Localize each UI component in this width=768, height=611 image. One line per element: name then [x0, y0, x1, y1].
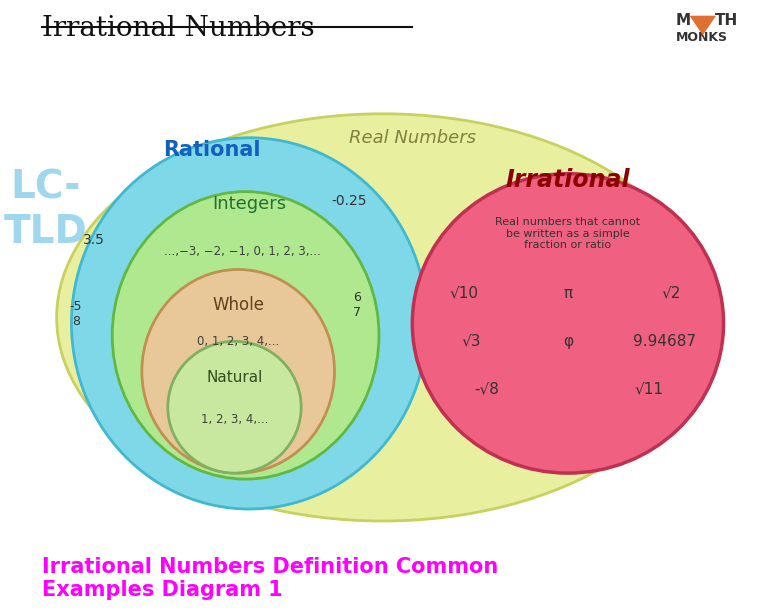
Text: φ: φ [563, 334, 573, 349]
Text: M: M [676, 13, 691, 28]
Text: Irrational Numbers Definition Common
Examples Diagram 1: Irrational Numbers Definition Common Exa… [43, 559, 499, 602]
Text: Irrational Numbers: Irrational Numbers [41, 15, 314, 42]
Text: Rational: Rational [164, 140, 261, 159]
Text: Irrational Numbers Definition Common
Examples Diagram 1: Irrational Numbers Definition Common Exa… [41, 555, 498, 598]
Text: Irrational Numbers Definition Common
Examples Diagram 1: Irrational Numbers Definition Common Exa… [41, 557, 497, 600]
Ellipse shape [412, 174, 723, 473]
Text: -0.25: -0.25 [332, 194, 367, 208]
Text: Integers: Integers [212, 195, 286, 213]
Text: Whole: Whole [212, 296, 264, 315]
Text: -5
 8: -5 8 [69, 301, 81, 328]
Text: LC-
TLD: LC- TLD [4, 169, 88, 251]
Text: MONKS: MONKS [676, 31, 728, 44]
Ellipse shape [71, 137, 427, 509]
Text: π: π [564, 286, 572, 301]
Text: Irrational: Irrational [505, 167, 631, 192]
Polygon shape [690, 16, 716, 35]
Text: Real Numbers: Real Numbers [349, 129, 476, 147]
Text: ...,−3, −2, −1, 0, 1, 2, 3,...: ...,−3, −2, −1, 0, 1, 2, 3,... [164, 245, 320, 258]
Text: Irrational Numbers Definition Common
Examples Diagram 1: Irrational Numbers Definition Common Exa… [41, 557, 498, 600]
Ellipse shape [57, 114, 709, 521]
Text: √11: √11 [635, 382, 664, 397]
Text: √2: √2 [662, 286, 681, 301]
Text: Natural: Natural [207, 370, 263, 385]
Text: √10: √10 [450, 286, 478, 301]
Text: Irrational Numbers Definition Common
Examples Diagram 1: Irrational Numbers Definition Common Exa… [43, 555, 499, 598]
Text: 6
7: 6 7 [353, 291, 361, 320]
Text: 3.5: 3.5 [83, 233, 104, 247]
Text: 1, 2, 3, 4,...: 1, 2, 3, 4,... [200, 412, 268, 426]
Ellipse shape [142, 269, 335, 473]
Text: √3: √3 [462, 334, 482, 349]
Text: -√8: -√8 [474, 382, 499, 397]
Text: Irrational Numbers Definition Common
Examples Diagram 1: Irrational Numbers Definition Common Exa… [41, 559, 498, 602]
Text: Irrational Numbers Definition Common
Examples Diagram 1: Irrational Numbers Definition Common Exa… [43, 557, 499, 600]
Ellipse shape [112, 192, 379, 479]
Text: 9.94687: 9.94687 [633, 334, 696, 349]
Text: Irrational Numbers Definition Common
Examples Diagram 1: Irrational Numbers Definition Common Exa… [41, 555, 497, 598]
Text: Real numbers that cannot
be written as a simple
fraction or ratio: Real numbers that cannot be written as a… [495, 217, 641, 250]
Text: Irrational Numbers Definition Common
Examples Diagram 1: Irrational Numbers Definition Common Exa… [41, 559, 497, 602]
Text: 0, 1, 2, 3, 4,...: 0, 1, 2, 3, 4,... [197, 335, 280, 348]
Ellipse shape [167, 342, 301, 473]
Text: TH: TH [715, 13, 738, 28]
